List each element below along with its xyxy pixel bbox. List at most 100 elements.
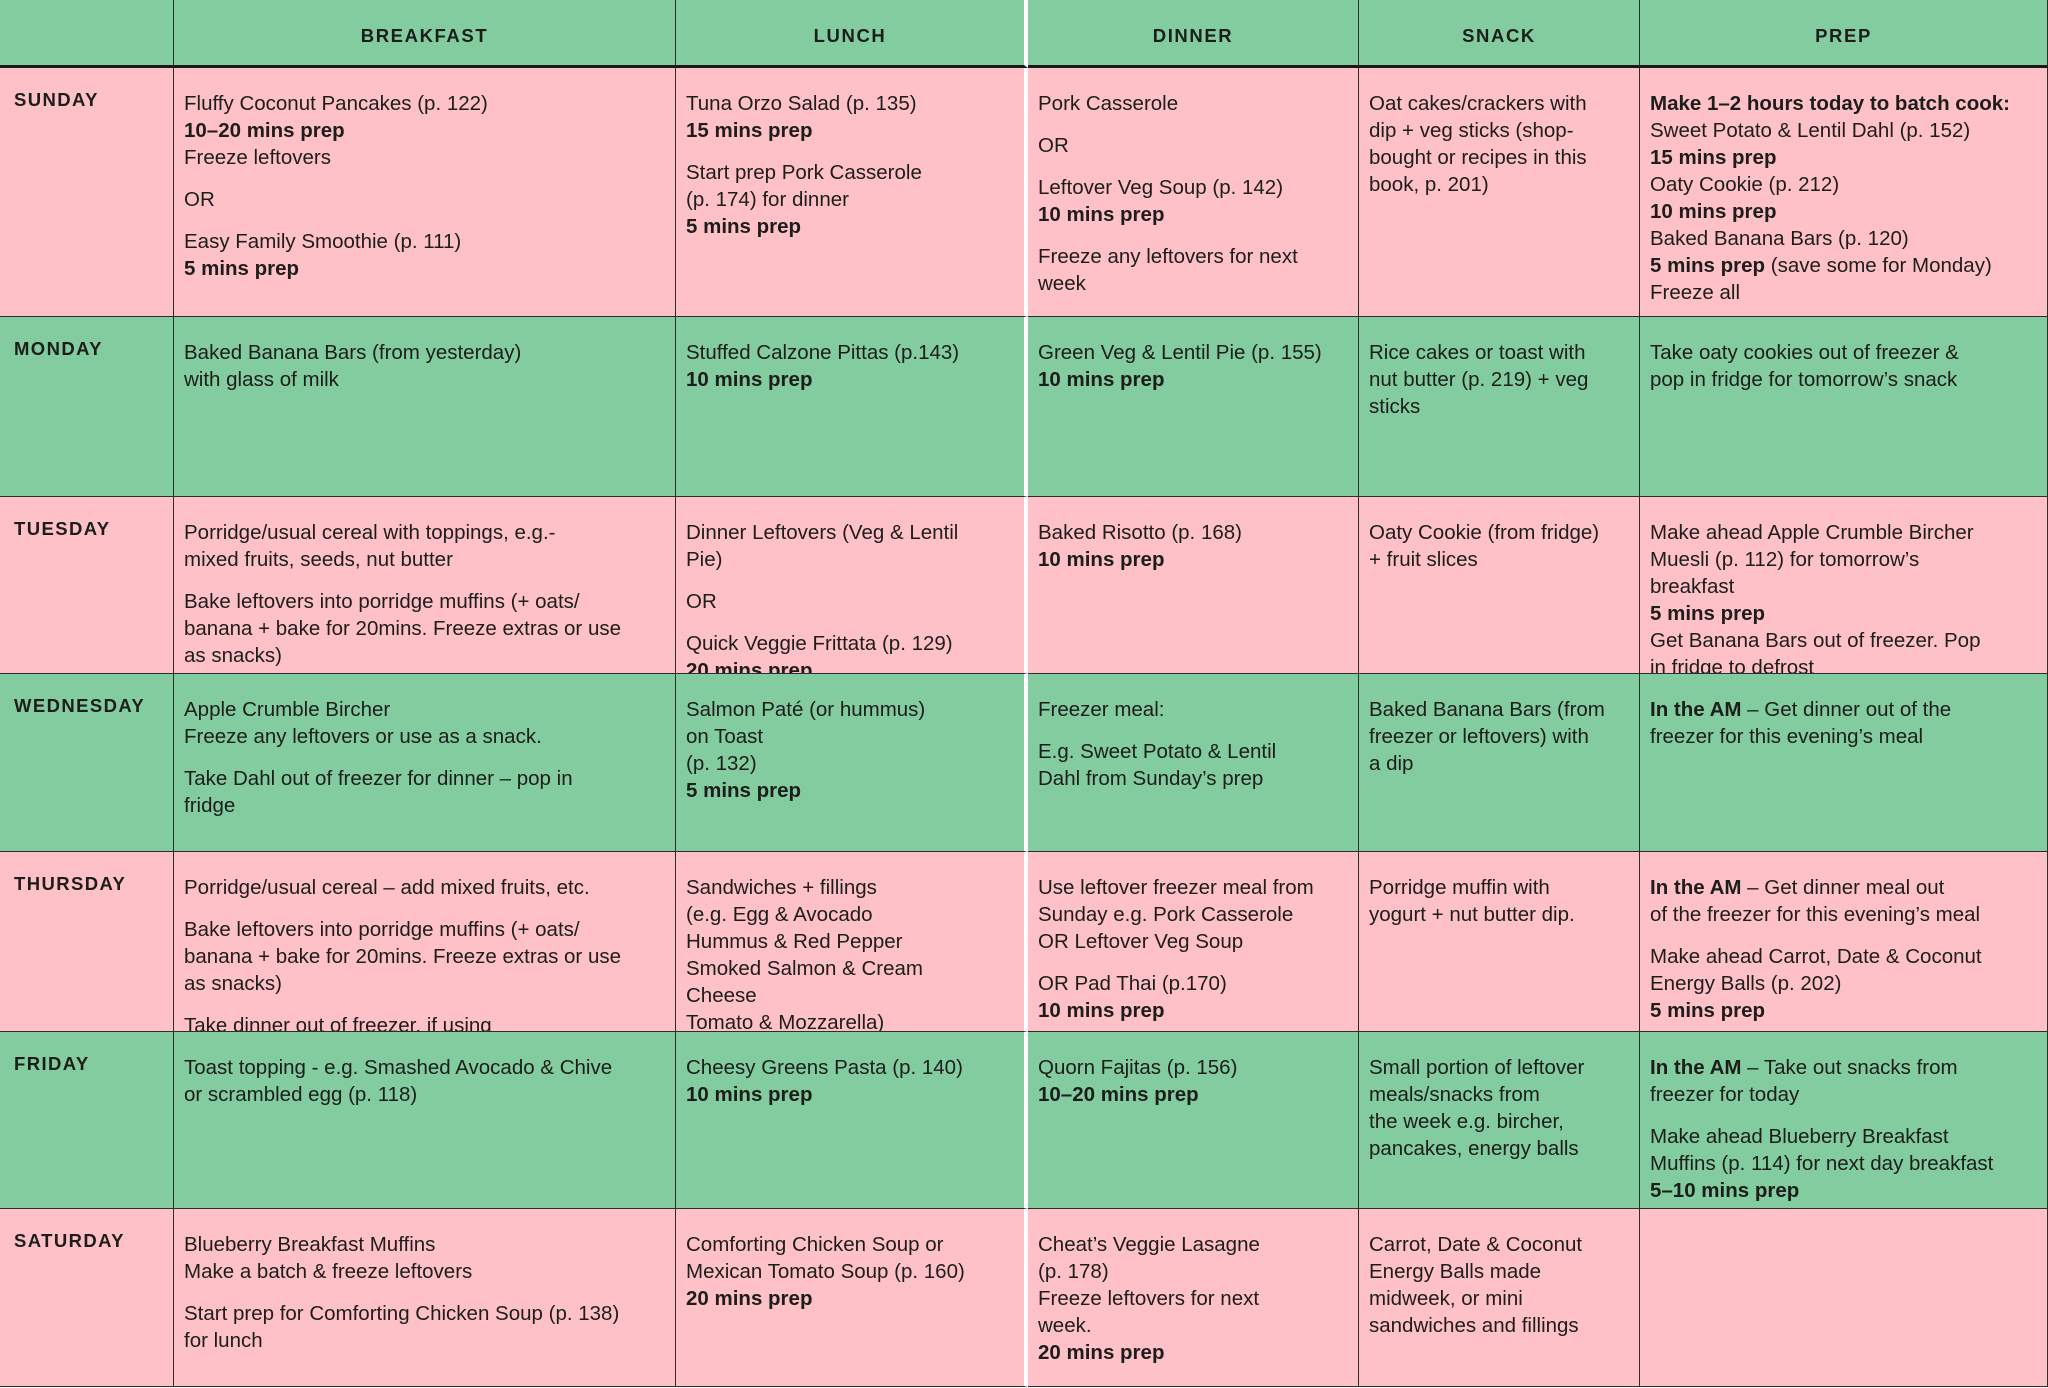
sunday-lunch-cell: Tuna Orzo Salad (p. 135) 15 mins prep Star… [676,68,1028,317]
line-text: freezer for this evening’s meal [1650,725,1924,748]
cell-line: 20 mins prep [686,1285,1014,1312]
cell-paragraph: OR Pad Thai (p.170) 10 mins prep [1038,970,1348,1024]
line-text: Hummus & Red Pepper [686,930,903,953]
wednesday-snack-cell: Baked Banana Bars (from freezer or leftov… [1359,674,1640,852]
cell-line: Energy Balls made [1369,1258,1629,1285]
cell-line: OR [1038,132,1348,159]
cell-line: Make ahead Blueberry Breakfast [1650,1123,2037,1150]
cell-line: Porridge/usual cereal – add mixed fruits… [184,874,665,901]
cell-line: Baked Banana Bars (from yesterday) [184,339,665,366]
cell-line: Muesli (p. 112) for tomorrow’s [1650,546,2037,573]
cell-line: Small portion of leftover [1369,1054,1629,1081]
line-text: Pie) [686,548,723,571]
line-text: Porridge muffin with [1369,876,1550,899]
cell-paragraph: OR [1038,132,1348,159]
cell-line: as snacks) [184,642,665,669]
line-text: Fluffy Coconut Pancakes (p. 122) [184,92,488,115]
cell-line: Blueberry Breakfast Muffins [184,1231,665,1258]
cell-line: 10 mins prep [1650,198,2037,225]
line-text: Freeze any leftovers for next [1038,245,1298,268]
line-text: Quick Veggie Frittata (p. 129) [686,632,953,655]
line-text: Take dinner out of freezer, if using [184,1014,492,1032]
cell-line: Carrot, Date & Coconut [1369,1231,1629,1258]
cell-line: meals/snacks from [1369,1081,1629,1108]
line-text: Bake leftovers into porridge muffins (+ … [184,590,580,613]
bold-text: In the AM [1650,876,1742,899]
line-text: as snacks) [184,644,282,667]
line-text: Dinner Leftovers (Veg & Lentil [686,521,959,544]
cell-line: breakfast [1650,573,2037,600]
cell-line: pop in fridge for tomorrow’s snack [1650,366,2037,393]
cell-line: Leftover Veg Soup (p. 142) [1038,174,1348,201]
cell-paragraph: Blueberry Breakfast Muffins Make a batch … [184,1231,665,1285]
cell-paragraph: Take Dahl out of freezer for dinner – po… [184,765,665,819]
cell-line: Apple Crumble Bircher [184,696,665,723]
line-text: freezer for today [1650,1083,1800,1106]
cell-line: Oaty Cookie (p. 212) [1650,171,2037,198]
thursday-dinner-cell: Use leftover freezer meal from Sunday e.g… [1028,852,1359,1032]
line-text: OR [184,188,215,211]
cell-paragraph: Carrot, Date & Coconut Energy Balls made m… [1369,1231,1629,1339]
cell-line: Energy Balls (p. 202) [1650,970,2037,997]
cell-line: sticks [1369,393,1629,420]
sunday-prep-cell: Make 1–2 hours today to batch cook: Sweet… [1640,68,2048,317]
cell-line: freezer for this evening’s meal [1650,723,2037,750]
cell-paragraph: Dinner Leftovers (Veg & Lentil Pie) [686,519,1014,573]
cell-line: In the AM – Get dinner out of the [1650,696,2037,723]
line-text: Freezer meal: [1038,698,1165,721]
thursday-lunch-cell: Sandwiches + fillings (e.g. Egg & Avocado… [676,852,1028,1032]
cell-line: Oat cakes/crackers with [1369,90,1629,117]
cell-line: OR Pad Thai (p.170) [1038,970,1348,997]
cell-line: with glass of milk [184,366,665,393]
cell-line: Porridge muffin with [1369,874,1629,901]
line-text: Baked Banana Bars (p. 120) [1650,227,1909,250]
cell-line: Porridge/usual cereal with toppings, e.g… [184,519,665,546]
line-text: Porridge/usual cereal with toppings, e.g… [184,521,556,544]
cell-line: nut butter (p. 219) + veg [1369,366,1629,393]
line-text: banana + bake for 20mins. Freeze extras … [184,617,622,640]
cell-line: Make ahead Carrot, Date & Coconut [1650,943,2037,970]
cell-line: Freezer meal: [1038,696,1348,723]
cell-line: Sunday e.g. Pork Casserole [1038,901,1348,928]
cell-line: Bake leftovers into porridge muffins (+ … [184,916,665,943]
line-text: Tomato & Mozzarella) [686,1011,885,1032]
line-text: Cheese [686,984,757,1007]
cell-line: 10–20 mins prep [1038,1081,1348,1108]
line-text: Energy Balls (p. 202) [1650,972,1842,995]
bold-text: 5 mins prep [1650,602,1766,625]
header-prep: PREP [1640,0,2048,68]
bold-text: 10 mins prep [686,1083,813,1106]
cell-paragraph: Cheesy Greens Pasta (p. 140) 10 mins prep [686,1054,1014,1108]
cell-line: of the freezer for this evening’s meal [1650,901,2037,928]
cell-paragraph: Baked Banana Bars (from freezer or leftov… [1369,696,1629,777]
cell-line: 5 mins prep [686,777,1014,804]
line-text: Carrot, Date & Coconut [1369,1233,1583,1256]
bold-text: 5 mins prep [686,779,802,802]
cell-line: OR Leftover Veg Soup [1038,928,1348,955]
cell-line: Take oaty cookies out of freezer & [1650,339,2037,366]
cell-line: Oaty Cookie (from fridge) [1369,519,1629,546]
line-text: Rice cakes or toast with [1369,341,1586,364]
line-text: OR [686,590,717,613]
line-text: Easy Family Smoothie (p. 111) [184,230,462,253]
monday-lunch-cell: Stuffed Calzone Pittas (p.143) 10 mins pr… [676,317,1028,497]
line-text: Use leftover freezer meal from [1038,876,1314,899]
cell-paragraph: Start prep for Comforting Chicken Soup (… [184,1300,665,1354]
cell-paragraph: Tuna Orzo Salad (p. 135) 15 mins prep [686,90,1014,144]
cell-line: Easy Family Smoothie (p. 111) [184,228,665,255]
line-text: for lunch [184,1329,263,1352]
friday-lunch-cell: Cheesy Greens Pasta (p. 140) 10 mins prep [676,1032,1028,1209]
line-text: Cheat’s Veggie Lasagne [1038,1233,1260,1256]
cell-paragraph: Porridge muffin with yogurt + nut butter … [1369,874,1629,928]
cell-line: Tuna Orzo Salad (p. 135) [686,90,1014,117]
cell-line: Make a batch & freeze leftovers [184,1258,665,1285]
line-text: Sweet Potato & Lentil Dahl (p. 152) [1650,119,1971,142]
line-text: + fruit slices [1369,548,1478,571]
line-text: (p. 174) for dinner [686,188,849,211]
line-text: Muffins (p. 114) for next day breakfast [1650,1152,1994,1175]
cell-line: (p. 174) for dinner [686,186,1014,213]
cell-line: freezer for today [1650,1081,2037,1108]
cell-line: Comforting Chicken Soup or [686,1231,1014,1258]
line-text: a dip [1369,752,1414,775]
cell-line: Baked Banana Bars (from [1369,696,1629,723]
